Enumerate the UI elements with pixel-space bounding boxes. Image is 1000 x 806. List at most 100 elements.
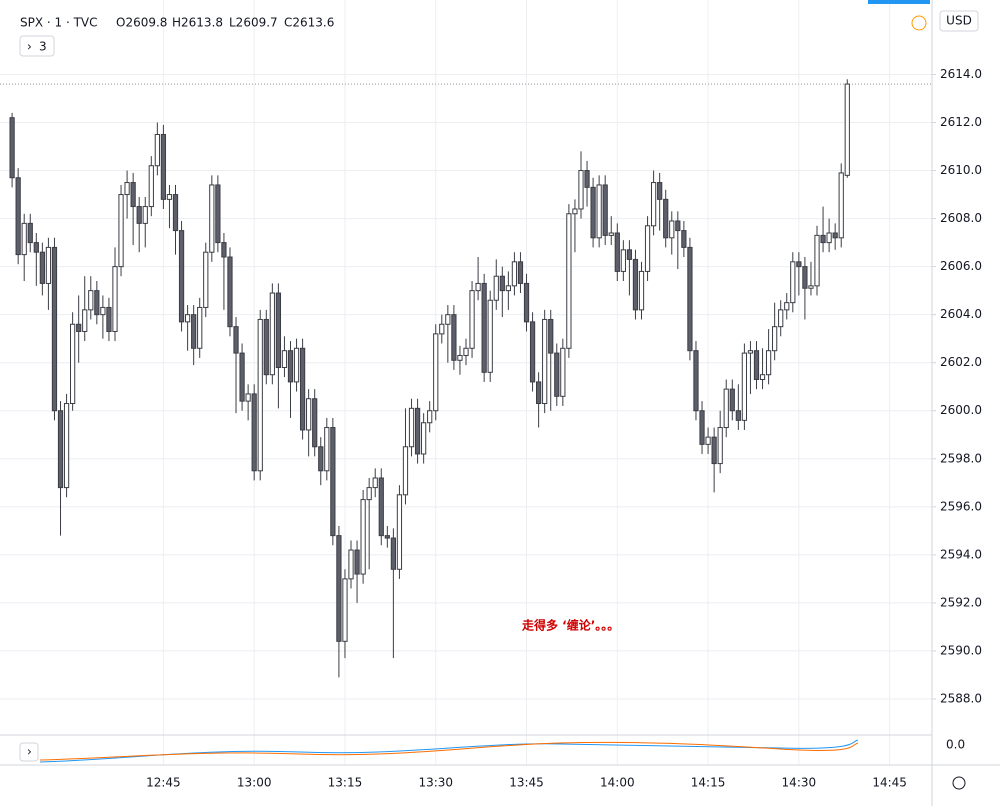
y-tick-label: 2600.0 (940, 403, 982, 417)
pane-toggle-icon: › (27, 745, 32, 759)
candle-body (299, 347, 306, 431)
top-bar (868, 0, 930, 4)
x-tick-label: 14:15 (691, 776, 726, 790)
candle-body (390, 537, 396, 570)
candle-body (778, 309, 784, 328)
y-tick-label: 2614.0 (940, 67, 982, 81)
candle-body (481, 282, 487, 373)
settings-icon[interactable] (952, 776, 966, 790)
candle-body (384, 535, 390, 539)
candle-body (378, 477, 384, 537)
candle-body (608, 232, 614, 236)
candle-body (693, 350, 699, 412)
candle-body (699, 410, 705, 445)
x-tick-label: 13:45 (509, 776, 544, 790)
candle-body (184, 314, 191, 323)
candle-body (772, 326, 778, 352)
candle-body (94, 290, 100, 316)
candle-body (802, 266, 808, 289)
candle-body (191, 314, 197, 349)
candle-body (626, 249, 633, 260)
candle-body (172, 194, 179, 232)
indicator-toggle[interactable] (19, 35, 55, 57)
candle-body (578, 170, 584, 210)
candle-body (505, 285, 511, 292)
candle-body (421, 422, 427, 455)
candle-body (657, 182, 663, 200)
x-tick-label: 13:15 (328, 776, 363, 790)
currency: USD (946, 14, 972, 28)
candle-body (614, 232, 620, 272)
candle-body (100, 306, 106, 316)
candle-body (293, 347, 300, 383)
candle-body (251, 393, 257, 472)
candle-body (493, 275, 499, 301)
candle-body (717, 427, 723, 465)
ohlc-high: H2613.8 (172, 16, 223, 30)
candle-body (57, 410, 64, 489)
candle-body (596, 184, 602, 239)
candle-body (457, 354, 463, 361)
indicator-line (39, 739, 859, 763)
candle-body (529, 321, 536, 383)
candle-body (681, 230, 687, 248)
candle-body (511, 261, 518, 287)
candle-body (463, 347, 469, 356)
ohlc-open: O2609.8 (116, 16, 167, 30)
candle-body (160, 134, 167, 200)
indicator-zero: 0.0 (946, 738, 965, 752)
candle-body (644, 225, 651, 272)
toggle-icon: › (27, 40, 32, 54)
candle-body (560, 347, 566, 397)
candle-body (63, 403, 70, 489)
candle-body (790, 261, 796, 304)
candle-body (257, 318, 263, 472)
candle-body (735, 410, 741, 421)
candle-body (402, 446, 409, 496)
candle-body (76, 323, 82, 332)
candle-body (209, 184, 215, 253)
ohlc-low: L2609.7 (229, 16, 278, 30)
indicator-count: 3 (39, 40, 47, 54)
y-tick-label: 2598.0 (940, 451, 982, 465)
candle-body (844, 83, 850, 176)
candle-body (112, 266, 118, 332)
candle-body (9, 117, 15, 179)
candle-body (312, 398, 318, 448)
candle-body (396, 494, 403, 570)
candle-body (197, 306, 203, 349)
candle-body (523, 282, 530, 323)
candle-body (433, 333, 439, 412)
candle-body (263, 318, 269, 376)
candle-body (318, 446, 324, 472)
candle-body (638, 270, 645, 311)
currency-button[interactable] (939, 10, 979, 32)
candle-body (372, 477, 378, 489)
pane-toggle[interactable] (19, 742, 39, 762)
candle-body (632, 258, 639, 311)
ohlc-close: C2613.6 (284, 16, 334, 30)
candle-body (753, 350, 760, 381)
candle-body (517, 261, 524, 284)
candle-body (475, 282, 481, 292)
candle-body (281, 350, 288, 369)
candle-body (342, 578, 348, 642)
candle-body (348, 549, 354, 580)
candle-body (566, 213, 572, 349)
candles (9, 79, 850, 678)
y-tick-label: 2588.0 (940, 691, 982, 705)
candle-body (620, 249, 626, 272)
candle-body (784, 302, 790, 311)
candle-body (741, 352, 748, 421)
candle-body (469, 290, 475, 349)
candle-body (705, 436, 711, 445)
candle-body (366, 487, 372, 501)
candle-body (82, 309, 88, 332)
candle-body (106, 306, 112, 332)
candle-body (408, 407, 415, 448)
x-tick-label: 13:00 (237, 776, 272, 790)
candle-body (70, 323, 76, 405)
candle-body (554, 352, 560, 397)
